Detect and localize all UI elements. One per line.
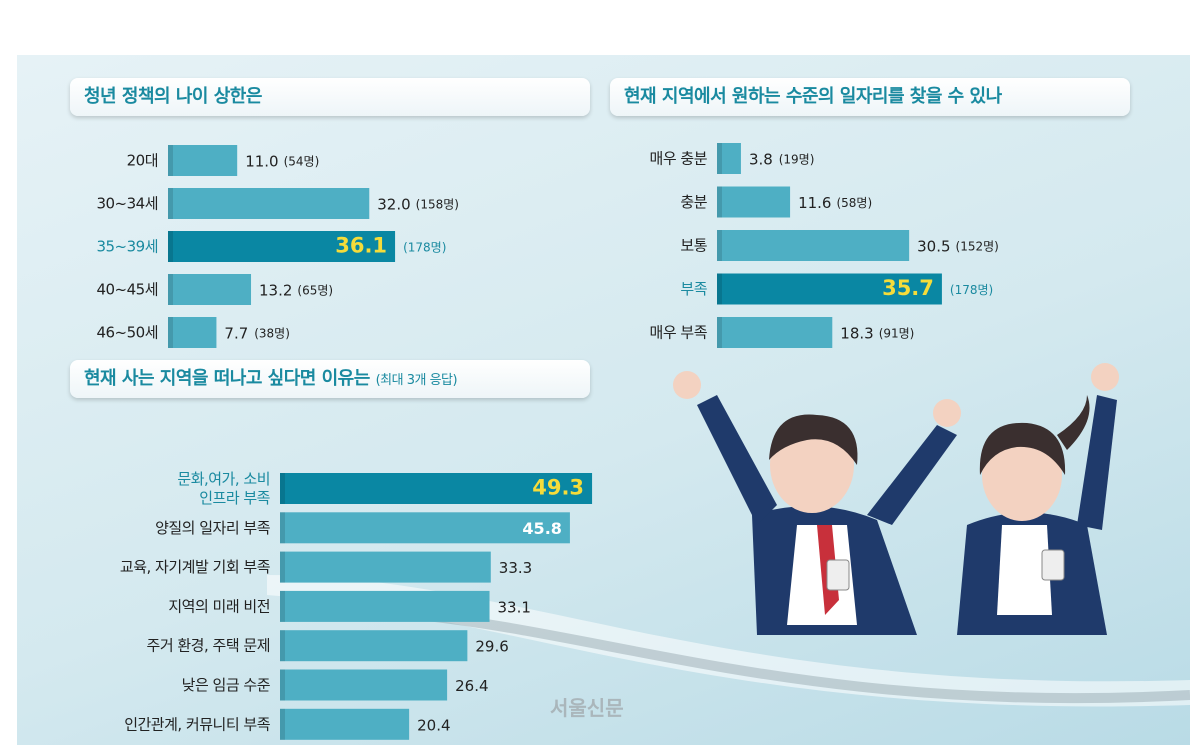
category-label-3: 지역의 미래 비전 bbox=[168, 597, 270, 615]
chart3-title-text: 현재 사는 지역을 떠나고 싶다면 이유는 bbox=[84, 368, 370, 389]
chart2-title: 현재 지역에서 원하는 수준의 일자리를 찾을 수 있나 bbox=[610, 78, 1130, 116]
value-label-3: 35.7 bbox=[882, 276, 934, 300]
category-label-1: 30~34세 bbox=[96, 195, 158, 213]
value-label-2: 30.5 bbox=[917, 238, 950, 256]
count-label-4: (91명) bbox=[879, 327, 915, 341]
bar-shade-4 bbox=[280, 630, 285, 662]
chart3-title: 현재 사는 지역을 떠나고 싶다면 이유는 (최대 3개 응답) bbox=[70, 360, 590, 398]
category-label-2: 교육, 자기계발 기회 부족 bbox=[120, 558, 271, 576]
bar-2 bbox=[717, 230, 910, 261]
bar-4 bbox=[280, 630, 468, 662]
count-label-0: (54명) bbox=[284, 155, 320, 169]
count-label-2: (152명) bbox=[956, 240, 999, 254]
cheering-people-illustration bbox=[673, 363, 1119, 635]
bar-shade-4 bbox=[168, 317, 173, 348]
bar-shade-3 bbox=[717, 273, 722, 305]
bar-2 bbox=[168, 231, 396, 262]
value-label-3: 33.1 bbox=[498, 598, 531, 616]
bar-shade-0 bbox=[717, 143, 722, 174]
bar-shade-1 bbox=[280, 512, 285, 544]
bar-shade-4 bbox=[717, 317, 722, 348]
value-label-2: 33.3 bbox=[499, 559, 532, 577]
bar-shade-6 bbox=[280, 708, 285, 740]
value-label-4: 29.6 bbox=[475, 638, 508, 656]
value-label-1: 32.0 bbox=[377, 196, 410, 214]
category-label-1: 양질의 일자리 부족 bbox=[155, 519, 271, 537]
bar-2 bbox=[280, 551, 491, 583]
bar-shade-1 bbox=[168, 188, 173, 219]
category-label-2: 35~39세 bbox=[96, 238, 158, 256]
category-label-3: 40~45세 bbox=[96, 281, 158, 299]
infographic-panel: 청년 정책의 나이 상한은 현재 지역에서 원하는 수준의 일자리를 찾을 수 … bbox=[17, 55, 1190, 745]
chart-job-availability: 매우 충분 3.8 (19명) 충분 11.6 (58명) 보통 30.5 (152명) 부족 35… bbox=[650, 143, 999, 348]
value-label-1: 45.8 bbox=[522, 519, 561, 538]
count-label-4: (38명) bbox=[254, 327, 290, 341]
value-label-3: 13.2 bbox=[259, 282, 292, 300]
bar-5 bbox=[280, 669, 448, 701]
chart1-title: 청년 정책의 나이 상한은 bbox=[70, 78, 590, 116]
category-label-0: 매우 충분 bbox=[650, 150, 708, 168]
bar-shade-2 bbox=[717, 230, 722, 261]
bar-0 bbox=[168, 145, 238, 176]
category-label-5: 낮은 임금 수준 bbox=[182, 676, 271, 694]
value-label-4: 7.7 bbox=[224, 325, 248, 343]
woman-figure bbox=[957, 363, 1119, 635]
category-label-1: 충분 bbox=[680, 193, 707, 211]
category-label-0: 인프라 부족 bbox=[199, 489, 270, 507]
bar-shade-5 bbox=[280, 669, 285, 701]
bar-1 bbox=[168, 188, 370, 219]
count-label-3: (178명) bbox=[950, 283, 993, 297]
category-label-4: 주거 환경, 주택 문제 bbox=[147, 637, 270, 655]
bar-4 bbox=[717, 317, 833, 348]
bar-shade-3 bbox=[280, 590, 285, 622]
category-label-4: 46~50세 bbox=[96, 324, 158, 342]
bar-shade-1 bbox=[717, 186, 722, 218]
category-label-2: 보통 bbox=[680, 237, 707, 255]
category-label-0: 문화,여가, 소비 bbox=[177, 470, 270, 488]
value-label-0: 3.8 bbox=[749, 151, 773, 169]
count-label-2: (178명) bbox=[403, 241, 446, 255]
bar-3 bbox=[280, 590, 490, 622]
value-label-6: 20.4 bbox=[417, 716, 450, 734]
bar-0 bbox=[280, 473, 593, 504]
bar-shade-3 bbox=[168, 274, 173, 305]
chart3-subtitle: (최대 3개 응답) bbox=[375, 373, 458, 388]
category-label-4: 매우 부족 bbox=[650, 324, 708, 342]
count-label-3: (65명) bbox=[297, 284, 333, 298]
swoosh-decoration bbox=[267, 575, 1190, 707]
chart-age-limit: 20대 11.0 (54명) 30~34세 32.0 (158명) 35~39세 36.1 (1… bbox=[96, 145, 459, 348]
man-figure bbox=[673, 371, 961, 635]
value-label-0: 11.0 bbox=[245, 153, 278, 171]
count-label-1: (58명) bbox=[836, 196, 872, 210]
value-label-1: 11.6 bbox=[798, 194, 831, 212]
bar-shade-0 bbox=[280, 473, 285, 504]
bar-1 bbox=[280, 512, 570, 544]
category-label-6: 인간관계, 커뮤니티 부족 bbox=[124, 715, 271, 733]
bar-1 bbox=[717, 186, 791, 218]
bar-shade-2 bbox=[280, 551, 285, 583]
category-label-0: 20대 bbox=[127, 152, 158, 170]
bar-4 bbox=[168, 317, 217, 348]
bar-3 bbox=[168, 274, 252, 305]
value-label-0: 49.3 bbox=[532, 476, 584, 500]
bar-3 bbox=[717, 273, 942, 305]
value-label-5: 26.4 bbox=[455, 677, 488, 695]
category-label-3: 부족 bbox=[680, 280, 707, 298]
bar-shade-2 bbox=[168, 231, 173, 262]
value-label-4: 18.3 bbox=[840, 325, 873, 343]
count-label-0: (19명) bbox=[779, 153, 815, 167]
bar-6 bbox=[280, 708, 410, 740]
count-label-1: (158명) bbox=[416, 198, 459, 212]
value-label-2: 36.1 bbox=[335, 234, 387, 258]
bar-shade-0 bbox=[168, 145, 173, 176]
seoul-shinmun-logo: 서울신문 bbox=[550, 696, 624, 720]
bar-0 bbox=[717, 143, 741, 174]
